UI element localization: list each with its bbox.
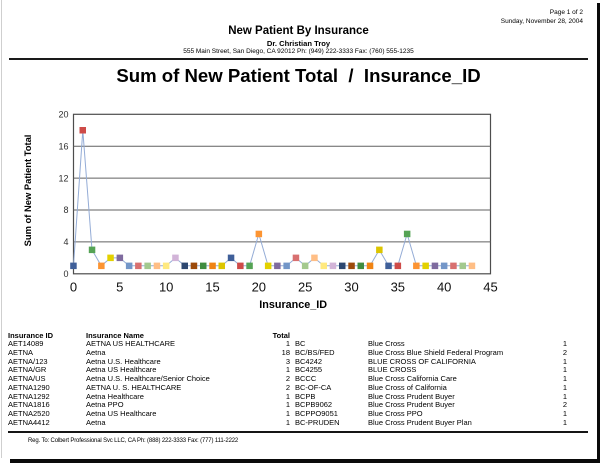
svg-text:40: 40 — [437, 279, 451, 294]
svg-text:15: 15 — [205, 279, 219, 294]
svg-text:Sum of New Patient Total: Sum of New Patient Total — [22, 135, 33, 247]
svg-text:Insurance_ID: Insurance_ID — [259, 299, 327, 311]
svg-text:0: 0 — [63, 269, 68, 279]
svg-text:12: 12 — [58, 173, 68, 183]
svg-text:20: 20 — [58, 110, 68, 120]
svg-text:5: 5 — [116, 279, 123, 294]
svg-text:4: 4 — [63, 237, 68, 247]
svg-text:20: 20 — [252, 279, 266, 294]
svg-text:25: 25 — [298, 279, 312, 294]
svg-text:16: 16 — [58, 141, 68, 151]
svg-text:30: 30 — [344, 279, 358, 294]
svg-text:10: 10 — [159, 279, 173, 294]
svg-text:0: 0 — [70, 279, 77, 294]
svg-text:35: 35 — [391, 279, 405, 294]
svg-text:45: 45 — [483, 279, 497, 294]
svg-text:8: 8 — [63, 205, 68, 215]
